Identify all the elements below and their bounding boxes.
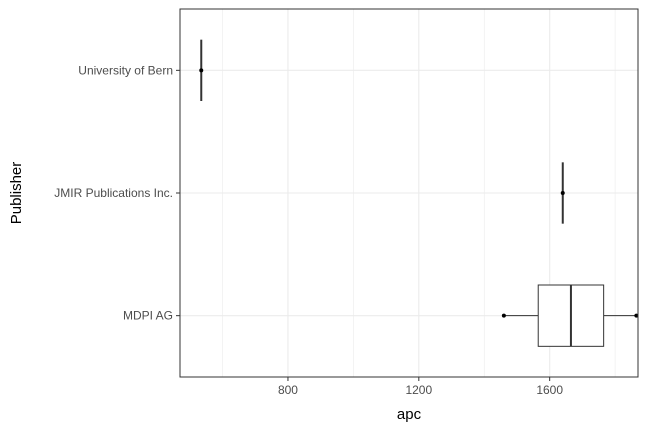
box-marks <box>199 39 639 347</box>
data-point <box>199 68 204 73</box>
x-axis-title: apc <box>397 406 422 423</box>
data-point <box>501 313 506 318</box>
y-tick-label: MDPI AG <box>123 309 173 323</box>
data-point <box>634 313 639 318</box>
y-tick-label: JMIR Publications Inc. <box>54 186 173 200</box>
x-tick-label: 1600 <box>536 383 563 397</box>
x-axis-ticks: 800 1200 1600 <box>278 377 563 397</box>
data-point <box>560 191 565 195</box>
y-axis-title: Publisher <box>8 162 25 225</box>
x-tick-label: 1200 <box>405 383 432 397</box>
x-tick-label: 800 <box>278 383 298 397</box>
y-tick-label: University of Bern <box>78 63 173 77</box>
y-axis-ticks: University of Bern JMIR Publications Inc.… <box>54 63 180 323</box>
